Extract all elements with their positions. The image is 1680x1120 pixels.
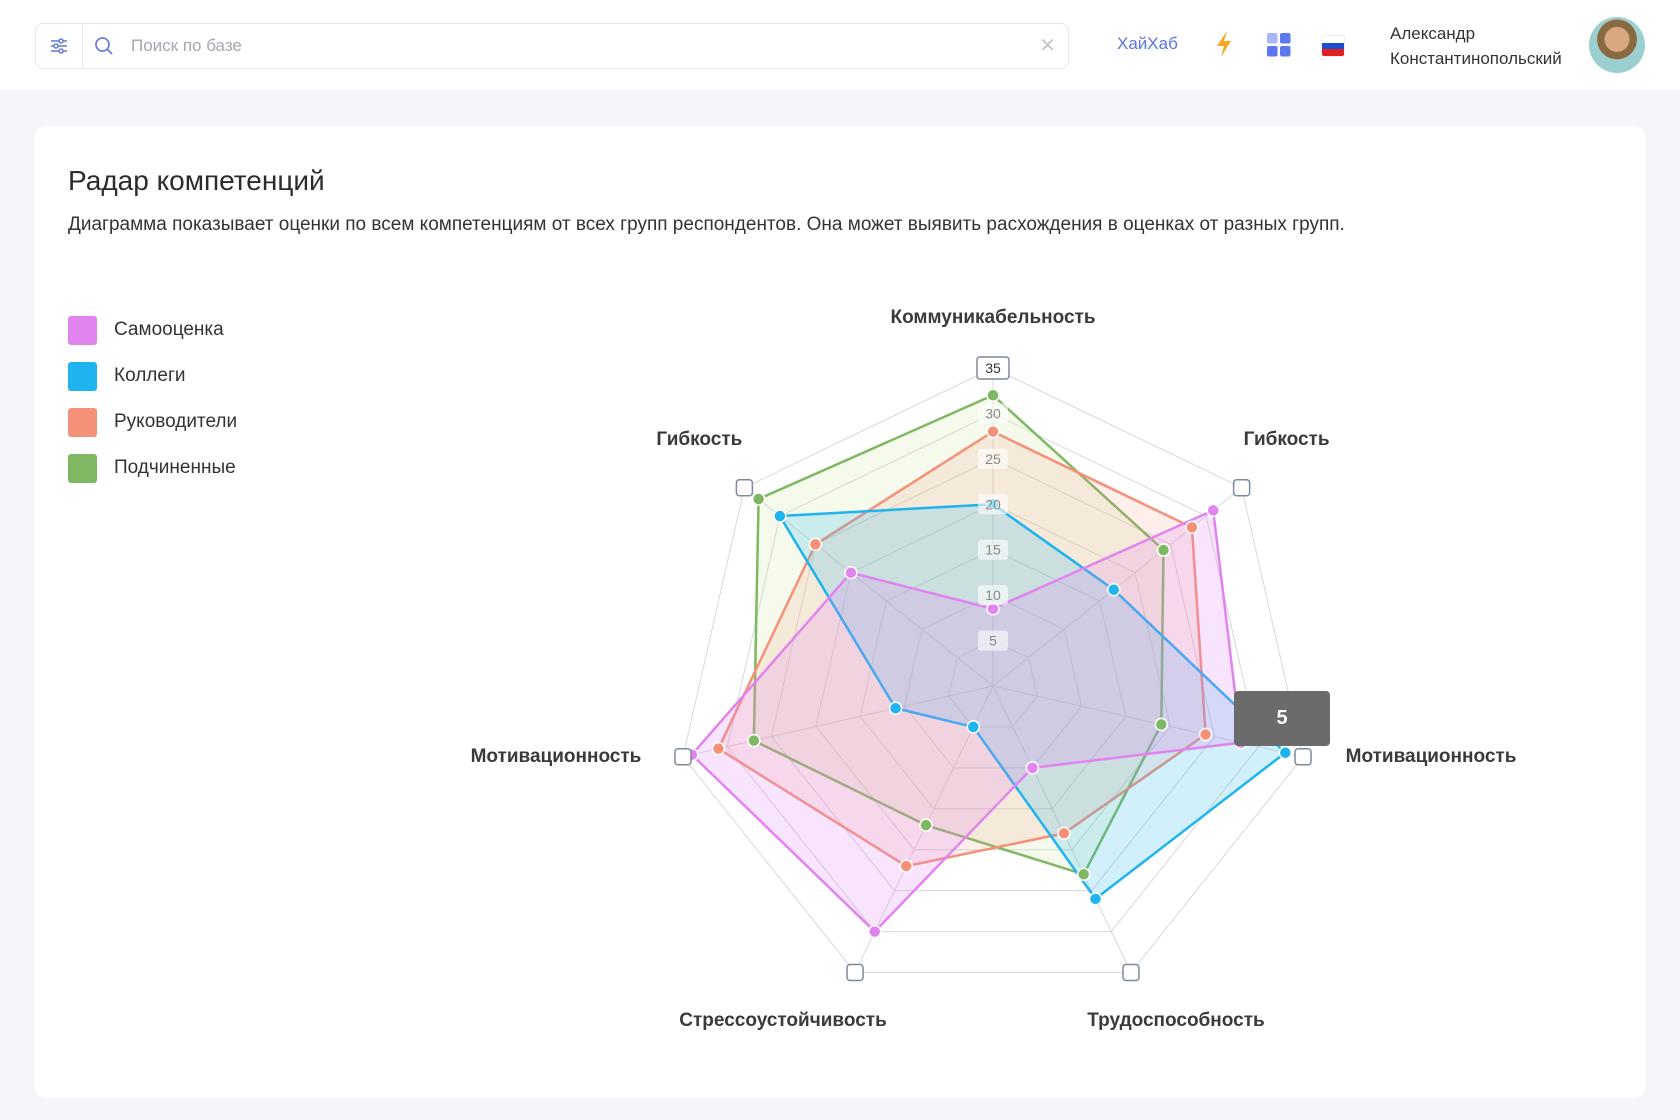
legend-label: Подчиненные (114, 457, 236, 478)
axis-label: Стрессоустойчивость (679, 1009, 887, 1031)
axis-label: Мотивационность (1345, 745, 1517, 767)
tick-max-box (976, 356, 1010, 380)
tick-bg (978, 403, 1008, 424)
tick-label: 20 (985, 496, 1001, 512)
data-point (1206, 503, 1220, 518)
legend-label: Коллеги (114, 365, 186, 386)
data-point (1278, 745, 1293, 760)
data-point (867, 924, 882, 939)
apps-grid-icon[interactable] (1267, 33, 1291, 57)
axis-label: Гибкость (656, 428, 743, 450)
data-point (808, 537, 823, 552)
data-point (888, 701, 903, 715)
avatar[interactable] (1589, 17, 1645, 73)
data-point (844, 565, 858, 580)
page-title: Радар компетенций (68, 165, 325, 196)
tick-label: 15 (985, 542, 1001, 558)
grid-ring (682, 367, 1304, 974)
chart-legend: Самооценка Коллеги Руководители Подчинен… (68, 307, 237, 491)
chart-tooltip: 5 (1234, 691, 1330, 746)
data-point (1198, 727, 1213, 742)
data-point (1088, 892, 1103, 906)
grid-ring (948, 640, 1038, 728)
grid-ring (726, 412, 1260, 933)
grid-spoke (682, 685, 994, 758)
search-input[interactable] (131, 32, 1011, 60)
filter-button[interactable] (36, 24, 83, 68)
data-point (1154, 717, 1169, 732)
axis-handle (674, 748, 692, 766)
data-point (1025, 761, 1040, 775)
data-point (919, 818, 933, 832)
tick-bg (978, 494, 1008, 515)
tick-label: 30 (985, 405, 1001, 421)
axis-handle (1232, 478, 1251, 497)
user-last-name: Константинопольский (1390, 49, 1562, 68)
grid-ring (771, 458, 1215, 892)
legend-swatch (68, 315, 97, 345)
user-first-name: Александр (1390, 24, 1476, 43)
search-icon (95, 37, 113, 55)
axis-label: Трудоспособность (1087, 1009, 1265, 1031)
data-point (1076, 867, 1091, 882)
legend-item-managers[interactable]: Руководители (68, 399, 237, 445)
legend-item-colleagues[interactable]: Коллеги (68, 353, 237, 399)
axis-handle (735, 478, 754, 497)
series-area-1 (778, 503, 1287, 901)
legend-swatch (68, 361, 97, 391)
legend-item-self[interactable]: Самооценка (68, 307, 237, 353)
data-point (773, 509, 787, 523)
data-point (711, 741, 726, 756)
axis-handle (1294, 748, 1312, 766)
legend-label: Самооценка (114, 319, 224, 340)
tick-bg (978, 448, 1008, 469)
tick-bg (978, 585, 1008, 606)
search-bar: ✕ (35, 23, 1069, 69)
tick-label: 10 (985, 587, 1001, 603)
tick-label: 35 (985, 360, 1001, 376)
bolt-icon[interactable] (1214, 30, 1234, 58)
tick-label: 25 (985, 451, 1001, 467)
user-name[interactable]: Александр Константинопольский (1390, 21, 1562, 71)
page-description: Диаграмма показывает оценки по всем комп… (68, 214, 1345, 235)
axis-handle (1122, 963, 1140, 982)
legend-swatch (68, 407, 97, 437)
tick-bg (978, 630, 1008, 651)
top-bar: ✕ ХайХаб Александр Константинопольский (0, 0, 1680, 90)
data-point (966, 720, 981, 734)
legend-swatch (68, 453, 97, 483)
tick-label: 5 (989, 633, 997, 649)
grid-ring (815, 503, 1171, 851)
data-point (747, 733, 761, 748)
hub-link[interactable]: ХайХаб (1117, 34, 1178, 53)
radar-card (34, 126, 1646, 1098)
series-area-2 (717, 430, 1207, 868)
series-area-0 (690, 509, 1243, 933)
series-area-3 (752, 394, 1165, 876)
grid-spoke (744, 487, 994, 687)
data-point (751, 492, 766, 506)
axis-label: Гибкость (1243, 428, 1330, 450)
data-point (986, 424, 1000, 439)
data-point (899, 859, 914, 873)
grid-ring (903, 594, 1083, 769)
data-point (1185, 520, 1199, 535)
filter-icon (51, 38, 67, 54)
legend-item-subordinates[interactable]: Подчиненные (68, 445, 237, 491)
axis-label: Коммуникабельность (890, 307, 1096, 328)
axis-label: Мотивационность (470, 745, 642, 767)
data-point (1057, 826, 1071, 841)
data-point (986, 388, 1000, 403)
legend-label: Руководители (114, 411, 238, 432)
close-icon[interactable]: ✕ (1039, 35, 1056, 57)
data-point (1156, 543, 1171, 557)
data-point (1107, 582, 1121, 597)
axis-handle (846, 963, 864, 982)
tick-bg (978, 539, 1008, 560)
russia-flag-icon[interactable] (1321, 35, 1345, 57)
